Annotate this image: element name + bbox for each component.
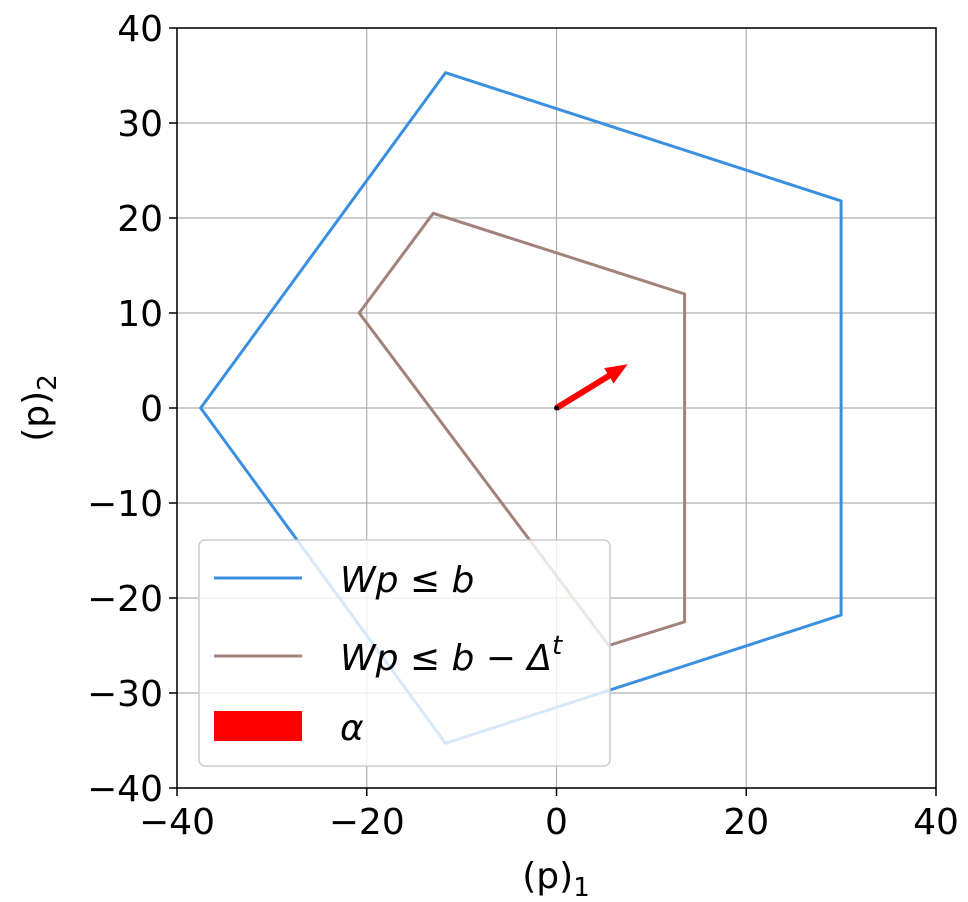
legend-swatch-red xyxy=(214,711,302,741)
x-tick-label: 0 xyxy=(545,802,568,843)
legend-label-brown-text: Wp ≤ b − Δ xyxy=(340,638,552,679)
y-tick-label: 30 xyxy=(117,104,163,145)
x-tick-label: 40 xyxy=(913,802,959,843)
legend-box xyxy=(198,539,611,767)
legend: Wp ≤ b Wp ≤ b − Δt α xyxy=(198,539,611,767)
x-axis-label-var: (p) xyxy=(522,856,573,897)
legend-label-blue-text: Wp ≤ b xyxy=(340,560,474,601)
x-tick-label: −20 xyxy=(329,802,405,843)
y-tick-label: −40 xyxy=(87,769,163,810)
legend-label-red: α xyxy=(340,708,364,749)
y-axis-label-var: (p) xyxy=(16,391,57,442)
series-line-inner-polytope xyxy=(357,211,687,647)
arrow-layer xyxy=(554,364,628,411)
x-axis-ticks: −40 −20 0 20 40 xyxy=(139,788,959,843)
y-tick-label: 0 xyxy=(140,389,163,430)
series-line-outer-polytope xyxy=(199,71,843,745)
legend-label-brown: Wp ≤ b − Δt xyxy=(340,631,563,679)
y-tick-label: −30 xyxy=(87,674,163,715)
legend-label-blue: Wp ≤ b xyxy=(340,560,474,601)
legend-label-red-text: α xyxy=(340,708,364,749)
y-tick-label: 20 xyxy=(117,199,163,240)
x-axis-label-sub: 1 xyxy=(573,873,590,902)
x-tick-label: 20 xyxy=(723,802,769,843)
y-tick-label: 10 xyxy=(117,294,163,335)
legend-label-brown-sup: t xyxy=(552,631,563,661)
y-axis-label: (p)2 xyxy=(16,374,63,442)
y-tick-label: −20 xyxy=(87,579,163,620)
series-layer xyxy=(199,71,843,745)
y-tick-label: −10 xyxy=(87,484,163,525)
y-axis-label-sub: 2 xyxy=(33,374,63,391)
y-axis-ticks: −40 −30 −20 −10 0 10 20 30 40 xyxy=(87,9,177,810)
y-tick-label: 40 xyxy=(117,9,163,50)
x-tick-label: −40 xyxy=(139,802,215,843)
alpha-arrow xyxy=(554,364,628,411)
origin-point xyxy=(554,405,559,411)
x-axis-label: (p)1 xyxy=(522,856,590,902)
